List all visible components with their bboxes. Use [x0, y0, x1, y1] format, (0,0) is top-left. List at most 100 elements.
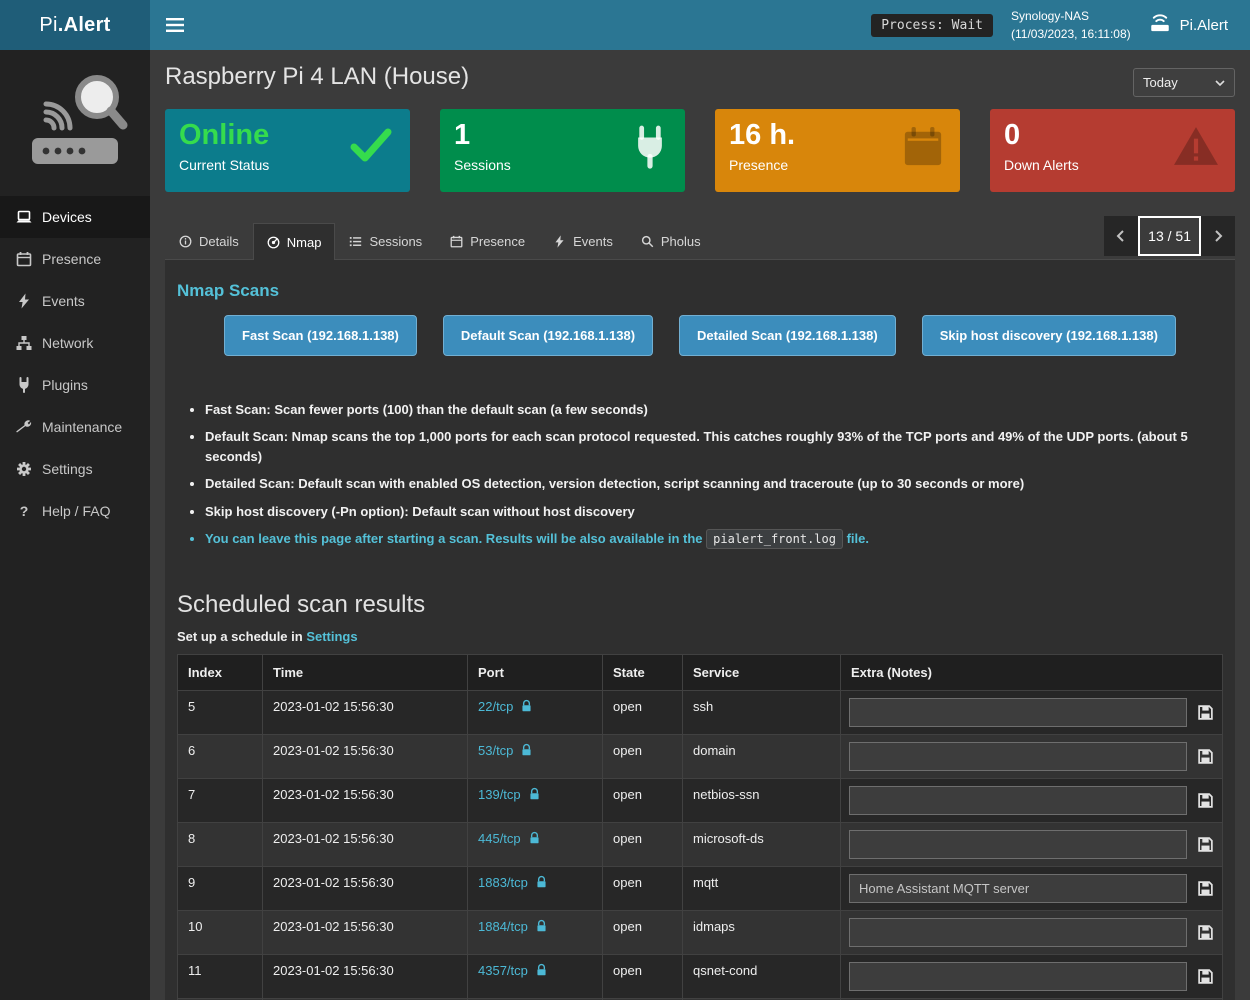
- note-input[interactable]: [849, 741, 1187, 771]
- sidebar-item-plugins[interactable]: Plugins: [0, 364, 150, 406]
- cell-service: domain: [682, 733, 841, 779]
- cell-state: open: [602, 689, 683, 735]
- save-icon[interactable]: [1197, 704, 1214, 721]
- port-link[interactable]: 139/tcp: [478, 787, 541, 802]
- save-icon[interactable]: [1197, 748, 1214, 765]
- sidebar-item-label: Events: [42, 293, 85, 309]
- default-scan-button[interactable]: Default Scan (192.168.1.138): [442, 315, 654, 356]
- sidebar-item-events[interactable]: Events: [0, 280, 150, 322]
- cell-service: mqtt: [682, 865, 841, 911]
- tab-nmap[interactable]: Nmap: [252, 223, 336, 260]
- tab-presence[interactable]: Presence: [436, 222, 539, 259]
- tab-label: Pholus: [660, 234, 701, 249]
- skip-host-discovery-button[interactable]: Skip host discovery (192.168.1.138): [921, 315, 1176, 356]
- host-timestamp: (11/03/2023, 16:11:08): [1010, 27, 1131, 41]
- plug-icon: [631, 125, 669, 174]
- port-link[interactable]: 445/tcp: [478, 831, 541, 846]
- gear-icon: [16, 461, 32, 477]
- sidebar-item-help[interactable]: Help / FAQ: [0, 490, 150, 532]
- port-number: 53/tcp: [478, 742, 514, 758]
- status-cards: Online Current Status 1 Sessions 16 h. P…: [165, 109, 1235, 192]
- period-select[interactable]: Today: [1133, 68, 1235, 97]
- save-icon[interactable]: [1197, 924, 1214, 941]
- table-row: 10 2023-01-02 15:56:30 1884/tcp open idm…: [177, 909, 1223, 955]
- tab-pholus[interactable]: Pholus: [627, 222, 715, 259]
- col-port: Port: [467, 653, 603, 691]
- lock-icon: [530, 788, 539, 800]
- card-value: 1: [454, 119, 471, 151]
- warning-icon: [1173, 125, 1219, 172]
- card-label: Presence: [729, 156, 789, 173]
- device-pager: 13 / 51: [1104, 216, 1235, 256]
- detailed-scan-button[interactable]: Detailed Scan (192.168.1.138): [679, 315, 896, 356]
- cell-port: 1883/tcp: [467, 865, 603, 911]
- cell-state: open: [602, 953, 683, 999]
- list-icon: [349, 235, 362, 248]
- save-icon[interactable]: [1197, 880, 1214, 897]
- prev-device-button[interactable]: [1104, 216, 1139, 256]
- cell-state: open: [602, 909, 683, 955]
- port-link[interactable]: 53/tcp: [478, 743, 533, 758]
- cell-service: microsoft-ds: [682, 821, 841, 867]
- card-value: 0: [1004, 119, 1021, 151]
- save-icon[interactable]: [1197, 792, 1214, 809]
- save-icon[interactable]: [1197, 836, 1214, 853]
- scan-buttons: Fast Scan (192.168.1.138) Default Scan (…: [177, 315, 1223, 356]
- hamburger-menu-icon[interactable]: [166, 18, 184, 32]
- port-link[interactable]: 4357/tcp: [478, 963, 548, 978]
- lock-icon: [537, 876, 546, 888]
- cell-index: 11: [177, 953, 263, 999]
- col-service: Service: [682, 653, 841, 691]
- schedule-subtext: Set up a schedule in Settings: [177, 629, 1223, 644]
- tab-row: Details Nmap Sessions Presence Events: [165, 216, 1235, 260]
- fast-scan-button[interactable]: Fast Scan (192.168.1.138): [224, 315, 417, 356]
- port-number: 4357/tcp: [478, 962, 528, 978]
- sidebar-item-devices[interactable]: Devices: [0, 196, 150, 238]
- sidebar-item-presence[interactable]: Presence: [0, 238, 150, 280]
- sidebar-item-label: Devices: [42, 209, 92, 225]
- port-link[interactable]: 1883/tcp: [478, 875, 548, 890]
- cell-time: 2023-01-02 15:56:30: [262, 689, 468, 735]
- scan-results-table: Index Time Port State Service Extra (Not…: [177, 653, 1223, 1000]
- note-input[interactable]: [849, 785, 1187, 815]
- cell-time: 2023-01-02 15:56:30: [262, 865, 468, 911]
- cell-state: open: [602, 777, 683, 823]
- note-input[interactable]: [849, 829, 1187, 859]
- sidebar-item-label: Presence: [42, 251, 102, 267]
- nmap-heading: Nmap Scans: [177, 281, 280, 300]
- note-input[interactable]: [849, 873, 1187, 903]
- note-input[interactable]: [849, 917, 1187, 947]
- tab-label: Events: [573, 234, 613, 249]
- process-status-badge: Process: Wait: [871, 13, 993, 37]
- sidebar-item-maintenance[interactable]: Maintenance: [0, 406, 150, 448]
- settings-link[interactable]: Settings: [306, 628, 358, 644]
- logo-suffix: .Alert: [57, 13, 111, 36]
- cell-state: open: [602, 821, 683, 867]
- note-input[interactable]: [849, 697, 1187, 727]
- next-device-button[interactable]: [1201, 216, 1235, 256]
- save-icon[interactable]: [1197, 968, 1214, 985]
- app-ident-link[interactable]: Pi.Alert: [1149, 13, 1234, 37]
- port-link[interactable]: 1884/tcp: [478, 919, 548, 934]
- card-down-alerts: 0 Down Alerts: [990, 109, 1235, 192]
- tab-events[interactable]: Events: [539, 222, 627, 259]
- table-row: 5 2023-01-02 15:56:30 22/tcp open ssh: [177, 689, 1223, 735]
- app-logo[interactable]: Pi .Alert: [0, 0, 150, 50]
- cell-state: open: [602, 733, 683, 779]
- tab-sessions[interactable]: Sessions: [335, 222, 436, 259]
- cell-extra: [840, 689, 1223, 735]
- sidebar-item-settings[interactable]: Settings: [0, 448, 150, 490]
- sidebar-item-label: Network: [42, 335, 94, 351]
- nmap-panel: Nmap Scans Fast Scan (192.168.1.138) Def…: [165, 259, 1235, 1000]
- tab-details[interactable]: Details: [165, 222, 253, 259]
- col-time: Time: [262, 653, 468, 691]
- port-link[interactable]: 22/tcp: [478, 699, 533, 714]
- main-content: Raspberry Pi 4 LAN (House) Today Online …: [150, 50, 1250, 1000]
- note-input[interactable]: [849, 961, 1187, 991]
- cell-port: 53/tcp: [467, 733, 603, 779]
- sidebar-item-network[interactable]: Network: [0, 322, 150, 364]
- cell-port: 4357/tcp: [467, 953, 603, 999]
- cell-index: 9: [177, 865, 263, 911]
- port-number: 1883/tcp: [478, 874, 528, 890]
- sitemap-icon: [16, 335, 32, 351]
